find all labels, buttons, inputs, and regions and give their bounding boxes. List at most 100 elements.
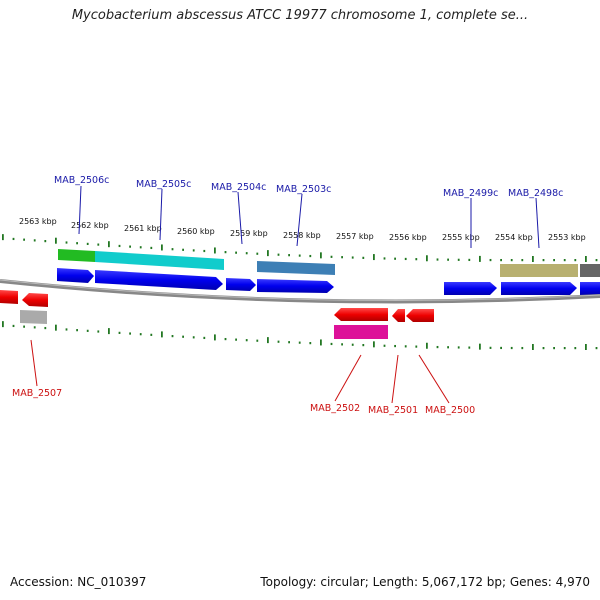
genome-backbone-highlight [0, 279, 600, 301]
map-title: Mycobacterium abscessus ATCC 19977 chrom… [71, 8, 529, 23]
scale-minor-tick [33, 239, 36, 242]
scale-minor-tick [553, 347, 555, 350]
gene-arrow-reverse [22, 293, 48, 307]
scale-labels: 2563 kbp 2562 kbp 2561 kbp 2560 kbp 2559… [19, 217, 586, 242]
gene-label[interactable]: MAB_2505c [136, 179, 191, 190]
scale-major-tick [479, 255, 481, 262]
scale-minor-tick [447, 346, 449, 349]
scale-minor-tick [595, 347, 598, 350]
gene-label[interactable]: MAB_2504c [211, 182, 266, 193]
gene-arrow-forward [57, 268, 94, 283]
scale-minor-tick [65, 328, 68, 331]
scale-major-tick [161, 331, 163, 338]
gene-labels-bottom: MAB_2507 MAB_2502 MAB_2501 MAB_2500 [12, 388, 475, 416]
scale-minor-tick [182, 335, 184, 338]
scale-minor-tick [76, 329, 78, 332]
gene-label[interactable]: MAB_2507 [12, 388, 62, 399]
scale-minor-tick [23, 238, 25, 241]
scale-major-tick [214, 247, 216, 254]
reverse-genes [0, 290, 434, 322]
gene-label[interactable]: MAB_2503c [276, 184, 331, 195]
gene-label[interactable]: MAB_2502 [310, 403, 360, 414]
scale-minor-tick [171, 335, 174, 338]
scale-minor-tick [182, 248, 184, 251]
scale-minor-tick [510, 346, 513, 350]
scale-minor-tick [489, 258, 492, 262]
gene-label[interactable]: MAB_2501 [368, 405, 418, 416]
scale-minor-tick [436, 345, 439, 349]
scale-minor-tick [298, 254, 301, 257]
gene-arrow-reverse [406, 309, 434, 322]
scale-minor-tick [150, 333, 153, 336]
scale-major-tick [2, 234, 4, 241]
scale-minor-tick [288, 254, 290, 257]
scale-minor-tick [118, 244, 121, 248]
scale-minor-tick [288, 341, 290, 344]
scale-major-tick [532, 343, 534, 350]
accession-text: Accession: NC_010397 [10, 575, 147, 589]
scale-minor-tick [235, 338, 237, 341]
scale-minor-tick [44, 326, 47, 330]
summary-text: Topology: circular; Length: 5,067,172 bp… [260, 575, 590, 589]
gene-arrow-forward [226, 278, 256, 291]
gene-label[interactable]: MAB_2500 [425, 405, 475, 416]
scale-minor-tick [362, 343, 365, 347]
scale-major-tick [373, 254, 375, 261]
scale-minor-tick [341, 343, 343, 346]
feature-track-bottom [20, 310, 388, 339]
feature-steelblue [257, 261, 335, 275]
scale-minor-tick [383, 344, 386, 347]
scale-label: 2556 kbp [389, 233, 427, 242]
scale-minor-tick [192, 249, 195, 252]
scale-minor-tick [468, 258, 471, 262]
feature-track-top [58, 249, 600, 277]
gene-label[interactable]: MAB_2499c [443, 188, 498, 199]
scale-label: 2553 kbp [548, 233, 586, 242]
scale-minor-tick [150, 246, 153, 250]
scale-major-tick [585, 256, 587, 262]
scale-label: 2559 kbp [230, 229, 268, 238]
scale-major-tick [108, 241, 110, 248]
gene-arrow-reverse [392, 309, 405, 322]
scale-minor-tick [563, 347, 566, 350]
gene-label[interactable]: MAB_2498c [508, 188, 563, 199]
scale-minor-tick [129, 245, 131, 248]
scale-minor-tick [12, 237, 15, 241]
scale-label: 2554 kbp [495, 233, 533, 242]
scale-major-tick [2, 321, 4, 328]
gene-arrow-forward [257, 279, 334, 293]
scale-minor-tick [139, 246, 142, 249]
scale-minor-tick [574, 347, 577, 350]
gene-arrow-forward [444, 282, 497, 295]
scale-minor-tick [224, 337, 227, 341]
scale-minor-tick [97, 330, 100, 333]
scale-minor-tick [76, 242, 78, 245]
scale-major-tick [373, 341, 375, 348]
scale-major-tick [479, 343, 481, 350]
feature-lightgray [20, 310, 47, 324]
scale-minor-tick [256, 339, 259, 342]
scale-minor-tick [330, 342, 333, 346]
scale-minor-tick [203, 249, 206, 253]
scale-minor-tick [394, 344, 396, 348]
scale-minor-tick [309, 254, 312, 258]
scale-minor-tick [510, 259, 513, 262]
scale-minor-tick [595, 259, 598, 262]
genome-backbone [0, 279, 600, 304]
scale-minor-tick [500, 346, 502, 350]
scale-label: 2561 kbp [124, 224, 162, 233]
scale-minor-tick [489, 346, 492, 349]
scale-major-tick [108, 328, 110, 335]
scale-minor-tick [521, 346, 524, 350]
scale-minor-tick [447, 258, 449, 261]
scale-minor-tick [192, 336, 195, 339]
scale-minor-tick [330, 255, 333, 258]
label-leaders [30, 185, 540, 404]
feature-green [58, 249, 95, 262]
feature-olive [500, 264, 578, 277]
scale-minor-tick [171, 248, 174, 251]
scale-minor-tick [404, 345, 407, 348]
scale-minor-tick [86, 242, 89, 246]
gene-label[interactable]: MAB_2506c [54, 175, 109, 186]
